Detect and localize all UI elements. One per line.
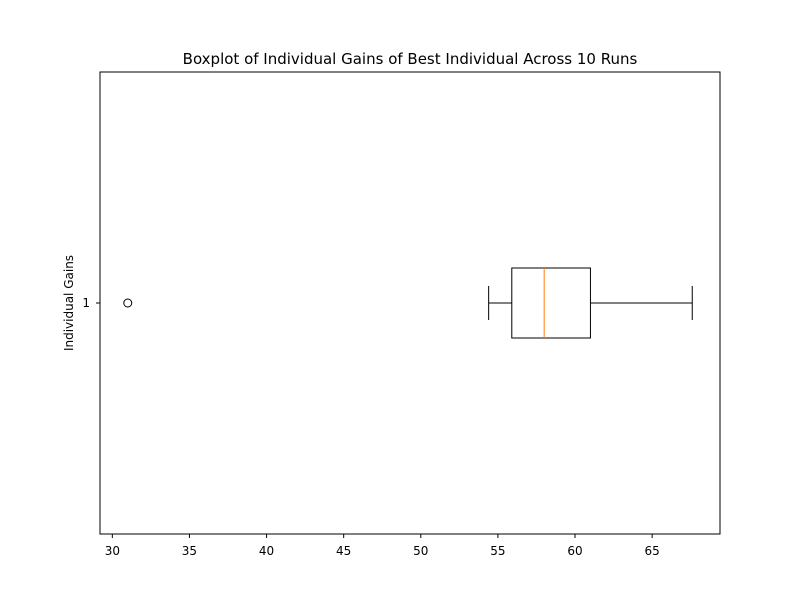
- x-tick-label: 50: [413, 544, 428, 558]
- x-tick-label: 35: [182, 544, 197, 558]
- interquartile-box: [511, 267, 591, 339]
- x-axis-ticks: 30 35 40 45 50 55 60 65: [105, 534, 660, 558]
- outlier-point: [123, 298, 133, 308]
- y-tick-label: 1: [82, 296, 90, 310]
- x-tick-label: 60: [567, 544, 582, 558]
- y-axis-ticks: 1: [82, 296, 100, 310]
- x-tick-label: 40: [259, 544, 274, 558]
- x-tick-label: 45: [336, 544, 351, 558]
- x-tick-label: 55: [490, 544, 505, 558]
- x-tick-label: 65: [644, 544, 659, 558]
- y-axis-label: Individual Gains: [62, 255, 76, 351]
- box-group: [123, 267, 693, 339]
- x-tick-label: 30: [105, 544, 120, 558]
- chart-title: Boxplot of Individual Gains of Best Indi…: [183, 50, 638, 68]
